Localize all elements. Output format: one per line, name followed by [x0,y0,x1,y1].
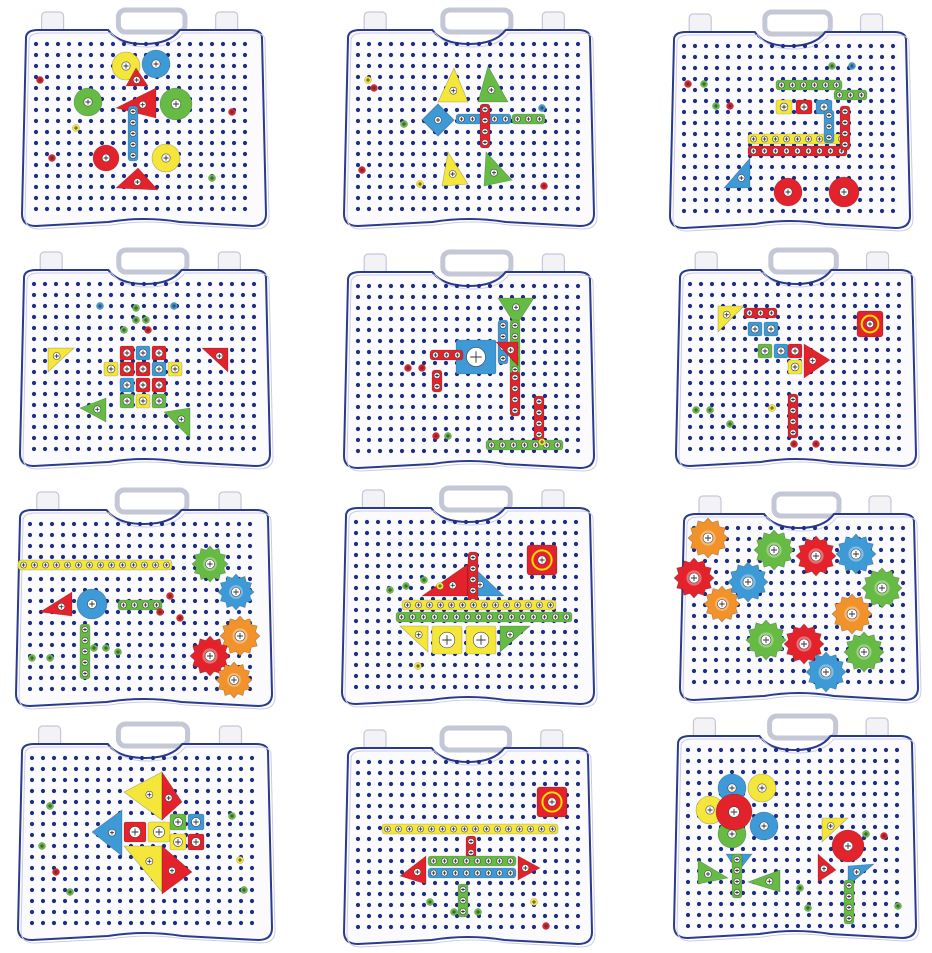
triangle-piece [163,407,191,439]
board-train [664,9,916,232]
triangle-piece [477,65,509,103]
peg-holes [687,281,902,452]
bar-piece [787,393,799,439]
design-flowers [695,773,902,925]
case-handle [439,485,513,513]
design-helicopter-gears [17,545,261,699]
design-sailboat [386,544,573,670]
peg-holes [355,41,581,212]
triangle-piece [39,591,73,617]
design-train [684,62,868,208]
bar-piece [381,823,559,835]
board-drawing [20,7,270,230]
bar-piece [17,559,173,571]
board-drawing [340,485,598,708]
design-horse [404,297,564,451]
board-fish [12,721,278,944]
board-horse [338,249,600,472]
bar-piece [839,105,851,151]
bar-piece [509,371,521,417]
board-drawing [342,7,598,230]
design-pinwheel [36,49,236,191]
triangle-piece [437,67,469,103]
bar-piece [775,79,843,91]
board-drawing [14,487,276,710]
peg-holes [33,41,248,212]
design-gear-ring [673,517,903,693]
triangle-piece [91,809,123,857]
bar-piece [395,611,573,623]
case-handle [439,725,513,753]
board-airplane [338,725,598,948]
board-flowers [668,713,922,942]
bar-piece [843,879,855,925]
board-turtle [14,247,276,470]
triangle-piece [441,151,469,187]
bar-piece [731,853,743,899]
board-drawing [342,249,598,472]
board-butterfly [338,7,600,230]
bar-piece [479,103,491,149]
triangle-piece [161,845,193,895]
triangle-piece [399,855,427,885]
board-sailboat [336,485,600,708]
triangle-piece [79,397,107,423]
board-drawing [18,247,274,470]
case-handle [114,487,190,515]
triangle-piece [803,343,831,379]
triangle-piece [161,771,183,821]
bar-piece [427,855,517,867]
case-handle [771,491,842,519]
design-butterfly [358,65,548,190]
board-helicopter-gears [10,487,278,710]
design-bird [692,305,884,448]
design-fish [38,771,248,896]
board-gear-ring [673,491,924,704]
triangle-piece [697,859,729,885]
case-handle [115,721,191,749]
board-pinwheel [16,7,272,230]
board-drawing [674,247,920,470]
case-handle [767,713,839,741]
case-handle [440,7,514,35]
case-handle [768,247,839,275]
board-drawing [668,9,914,232]
bar-piece [401,599,557,611]
triangle-piece [483,151,513,187]
board-drawing [673,491,922,704]
board-drawing [672,713,920,942]
case-handle [116,247,190,275]
board-bird [670,247,922,470]
case-handle [762,9,833,37]
design-turtle [47,302,229,439]
triangle-piece [497,297,535,327]
case-handle [440,249,514,277]
triangle-piece [747,869,781,893]
board-drawing [342,725,596,948]
case-handle [115,7,188,35]
design-airplane [381,786,568,930]
board-drawing [16,721,276,944]
bar-piece [117,599,163,611]
bar-piece [427,867,517,879]
